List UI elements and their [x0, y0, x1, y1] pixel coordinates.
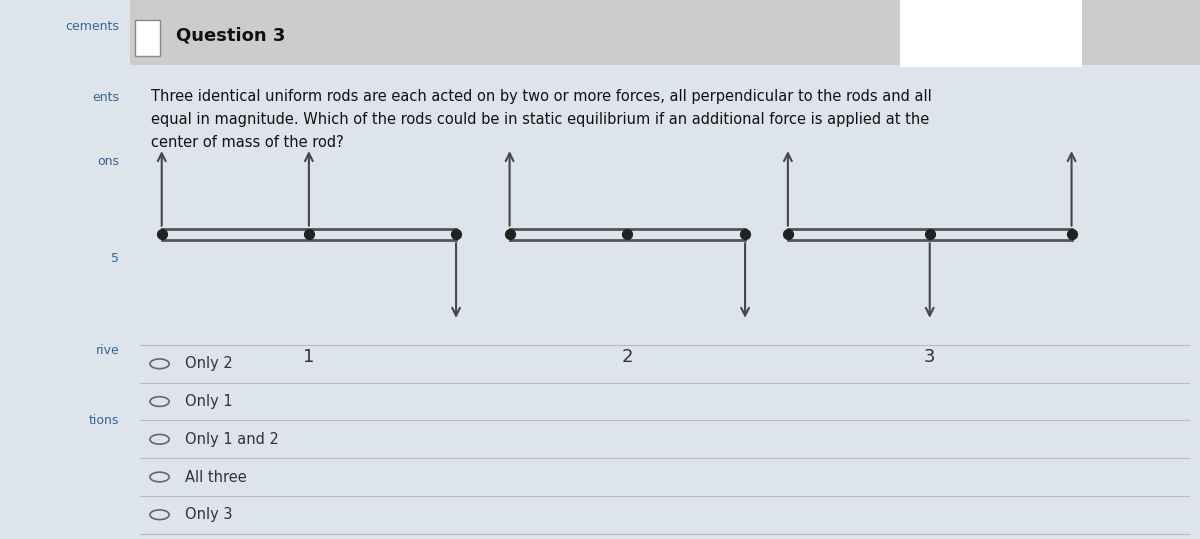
Text: 1: 1: [304, 348, 314, 365]
Text: ents: ents: [92, 91, 119, 103]
Text: rive: rive: [96, 344, 119, 357]
Text: 3: 3: [924, 348, 936, 365]
Point: [500, 230, 520, 239]
Point: [152, 230, 172, 239]
Point: [920, 230, 940, 239]
Text: 2: 2: [622, 348, 634, 365]
Bar: [130, 0, 1200, 65]
Point: [299, 230, 318, 239]
Text: Only 1 and 2: Only 1 and 2: [185, 432, 280, 447]
Point: [1062, 230, 1081, 239]
Text: All three: All three: [185, 469, 247, 485]
Text: tions: tions: [89, 414, 119, 427]
Point: [736, 230, 755, 239]
Text: 5: 5: [112, 252, 119, 265]
Text: Three identical uniform rods are each acted on by two or more forces, all perpen: Three identical uniform rods are each ac…: [151, 89, 931, 149]
Text: Only 2: Only 2: [185, 356, 233, 371]
Text: ons: ons: [97, 155, 119, 168]
Text: Only 3: Only 3: [185, 507, 233, 522]
Bar: [900, 0, 1082, 67]
Point: [446, 230, 466, 239]
Text: Only 1: Only 1: [185, 394, 233, 409]
Point: [779, 230, 798, 239]
Text: cements: cements: [65, 20, 119, 33]
Text: Question 3: Question 3: [175, 26, 286, 45]
Bar: [134, 20, 160, 56]
Point: [618, 230, 637, 239]
